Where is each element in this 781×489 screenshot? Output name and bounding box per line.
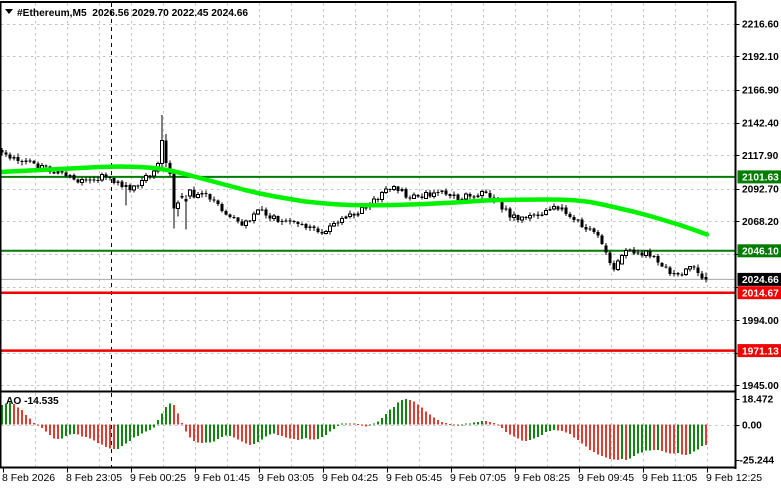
svg-text:9 Feb 07:05: 9 Feb 07:05 <box>450 472 506 484</box>
svg-text:2024.66: 2024.66 <box>742 275 779 286</box>
svg-text:1971.13: 1971.13 <box>742 346 779 357</box>
svg-text:0.00: 0.00 <box>742 420 762 431</box>
svg-text:2166.90: 2166.90 <box>742 86 779 97</box>
svg-text:8 Feb 2026: 8 Feb 2026 <box>2 472 55 484</box>
svg-text:1945.00: 1945.00 <box>742 381 779 392</box>
svg-text:2092.70: 2092.70 <box>742 185 779 196</box>
svg-text:-25.244: -25.244 <box>740 456 775 467</box>
svg-text:9 Feb 09:45: 9 Feb 09:45 <box>578 472 634 484</box>
svg-text:9 Feb 00:25: 9 Feb 00:25 <box>130 472 186 484</box>
svg-text:9 Feb 05:45: 9 Feb 05:45 <box>386 472 442 484</box>
svg-text:9 Feb 01:45: 9 Feb 01:45 <box>194 472 250 484</box>
svg-text:9 Feb 08:25: 9 Feb 08:25 <box>514 472 570 484</box>
svg-text:9 Feb 12:25: 9 Feb 12:25 <box>706 472 762 484</box>
svg-text:2142.40: 2142.40 <box>742 118 779 129</box>
svg-text:2014.67: 2014.67 <box>742 288 779 299</box>
svg-text:2192.10: 2192.10 <box>742 52 779 63</box>
svg-text:8 Feb 23:05: 8 Feb 23:05 <box>66 472 122 484</box>
svg-text:18.472: 18.472 <box>742 394 773 405</box>
svg-text:2046.10: 2046.10 <box>742 247 779 258</box>
svg-text:2216.60: 2216.60 <box>742 20 779 31</box>
svg-text:2117.90: 2117.90 <box>742 151 779 162</box>
svg-text:2101.63: 2101.63 <box>742 173 779 184</box>
svg-text:9 Feb 11:05: 9 Feb 11:05 <box>642 472 697 484</box>
svg-text:9 Feb 03:05: 9 Feb 03:05 <box>258 472 314 484</box>
svg-text:#Ethereum,M5 2026.56 2029.70: #Ethereum,M5 2026.56 2029.70 2022.45 202… <box>17 8 248 19</box>
svg-text:9 Feb 04:25: 9 Feb 04:25 <box>322 472 378 484</box>
svg-text:1994.00: 1994.00 <box>742 316 779 327</box>
svg-text:AO -14.535: AO -14.535 <box>6 396 59 407</box>
svg-text:2068.20: 2068.20 <box>742 217 779 228</box>
